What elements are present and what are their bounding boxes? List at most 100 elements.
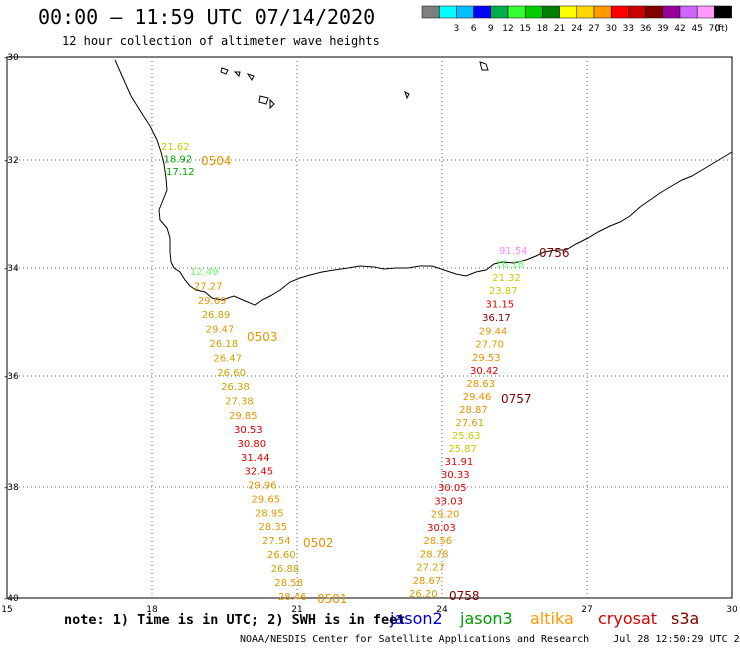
satellite-pass: 26.60 26.88 28.58 28.46 0501 xyxy=(267,550,348,606)
wave-height-label: 29.46 xyxy=(463,392,492,403)
scale-swatch xyxy=(542,5,560,19)
wave-height-label: 28.78 xyxy=(420,549,449,560)
lon-tick-label: 21 xyxy=(291,605,302,615)
wave-height-label: 30.80 xyxy=(238,439,267,450)
wave-height-label: 28.67 xyxy=(413,576,442,587)
scale-swatch xyxy=(628,5,646,19)
wave-height-label: 31.44 xyxy=(241,453,270,464)
scale-tick-label: 24 xyxy=(571,24,583,34)
legend-s3a: s3a xyxy=(671,609,700,628)
pass-time-label: 0503 xyxy=(247,330,278,344)
scale-swatch xyxy=(714,5,732,19)
scale-swatch xyxy=(610,5,629,19)
wave-height-label: 29.69 xyxy=(198,296,227,307)
lon-tick-label: 24 xyxy=(436,605,448,615)
wave-height-label: 30.05 xyxy=(438,483,467,494)
pass-time-label: 0501 xyxy=(317,592,348,606)
lon-tick-label: 27 xyxy=(581,605,592,615)
scale-tick-label: 36 xyxy=(640,24,652,34)
scale-tick-label: 3 xyxy=(454,24,460,34)
wave-height-label: 25.63 xyxy=(452,431,481,442)
wave-height-label: 29.96 xyxy=(248,481,277,492)
wave-height-label: 28.35 xyxy=(259,522,288,533)
scale-swatch xyxy=(645,5,664,19)
wave-height-label: 29.44 xyxy=(479,326,508,337)
scale-tick-label: 6 xyxy=(471,24,477,34)
scale-tick-label: 27 xyxy=(588,24,599,34)
wave-height-label: 25.87 xyxy=(448,444,477,455)
wave-height-label: 29.20 xyxy=(431,510,460,521)
wave-height-label: 27.54 xyxy=(262,536,291,547)
wave-height-label: 28.46 xyxy=(278,592,307,603)
wave-height-label: 26.88 xyxy=(271,564,300,575)
satellite-pass: 30.42 28.63 29.46 28.87 27.61 25.63 25.87 31.91… xyxy=(441,366,532,481)
wave-height-label: 27.38 xyxy=(225,397,254,408)
lat-tick-label: -40 xyxy=(4,594,19,604)
pass-time-label: 0502 xyxy=(303,536,334,550)
satellite-pass: 91.54 16.18 21.32 23.87 31.15 36.17 29.44 27.70… xyxy=(472,246,570,364)
wave-height-label: 12.49 xyxy=(190,267,219,278)
scale-tick-label: 42 xyxy=(674,24,685,34)
wave-height-label: 18.92 xyxy=(164,155,193,166)
wave-height-label: 27.70 xyxy=(475,340,504,351)
wave-height-label: 28.56 xyxy=(424,536,453,547)
wave-height-label: 29.65 xyxy=(252,494,281,505)
scale-swatch xyxy=(696,5,715,19)
wave-height-label: 23.87 xyxy=(489,286,518,297)
wave-height-label: 29.53 xyxy=(472,353,501,364)
scale-swatch xyxy=(421,5,440,19)
satellite-pass: 30.53 30.80 31.44 32.45 29.96 29.65 28.95 28.35… xyxy=(234,425,334,550)
map-frame xyxy=(6,56,733,599)
wave-height-label: 28.95 xyxy=(255,508,284,519)
scale-swatch xyxy=(473,5,492,19)
lon-tick-label: 15 xyxy=(1,605,12,615)
wave-height-label: 36.17 xyxy=(482,313,511,324)
wave-height-label: 30.42 xyxy=(470,366,499,377)
scale-swatch xyxy=(662,5,681,19)
wave-height-label: 27.27 xyxy=(194,281,223,292)
wave-height-label: 26.89 xyxy=(202,310,231,321)
map-title: 00:00 – 11:59 UTC 07/14/2020 xyxy=(38,5,376,29)
scale-swatch xyxy=(507,5,526,19)
islands xyxy=(220,61,489,110)
scale-tick-label: 18 xyxy=(537,24,549,34)
wave-height-label: 26.47 xyxy=(213,353,242,364)
lon-tick-label: 18 xyxy=(146,605,158,615)
scale-swatch xyxy=(679,5,698,19)
africa-coastline xyxy=(114,59,733,306)
wave-height-label: 26.60 xyxy=(267,550,296,561)
scale-swatch xyxy=(576,5,595,19)
scale-swatch xyxy=(559,5,578,19)
scale-swatch xyxy=(490,5,509,19)
scale-tick-label: 21 xyxy=(554,24,565,34)
satellite-pass: 30.05 33.03 29.20 30.03 28.56 28.78 27.27 28.67… xyxy=(409,483,480,603)
scale-tick-label: 70 xyxy=(709,24,721,34)
scale-tick-label: 12 xyxy=(502,24,513,34)
scale-tick-label: 33 xyxy=(623,24,634,34)
wave-height-label: 29.47 xyxy=(206,325,235,336)
legend-cryosat: cryosat xyxy=(598,609,658,628)
credits-footer: NOAA/NESDIS Center for Satellite Applica… xyxy=(240,634,740,645)
scale-tick-label: 30 xyxy=(605,24,617,34)
wave-height-label: 30.03 xyxy=(427,523,456,534)
lon-tick-label: 30 xyxy=(726,605,738,615)
scale-unit-label: (ft) xyxy=(714,24,728,34)
wave-height-label: 28.63 xyxy=(466,379,495,390)
wave-height-label: 21.32 xyxy=(492,273,521,284)
wave-height-label: 28.87 xyxy=(459,405,488,416)
legend-jason3: jason3 xyxy=(460,609,513,628)
scale-tick-label: 9 xyxy=(488,24,494,34)
lat-tick-label: -34 xyxy=(4,264,19,274)
scale-swatch xyxy=(524,5,543,19)
wave-height-label: 26.60 xyxy=(217,368,246,379)
pass-time-label: 0756 xyxy=(539,246,570,260)
wave-height-label: 31.15 xyxy=(486,300,515,311)
scale-tick-label: 39 xyxy=(657,24,669,34)
coastline xyxy=(114,59,733,306)
scale-swatch xyxy=(456,5,474,19)
wave-height-label: 26.38 xyxy=(221,382,250,393)
